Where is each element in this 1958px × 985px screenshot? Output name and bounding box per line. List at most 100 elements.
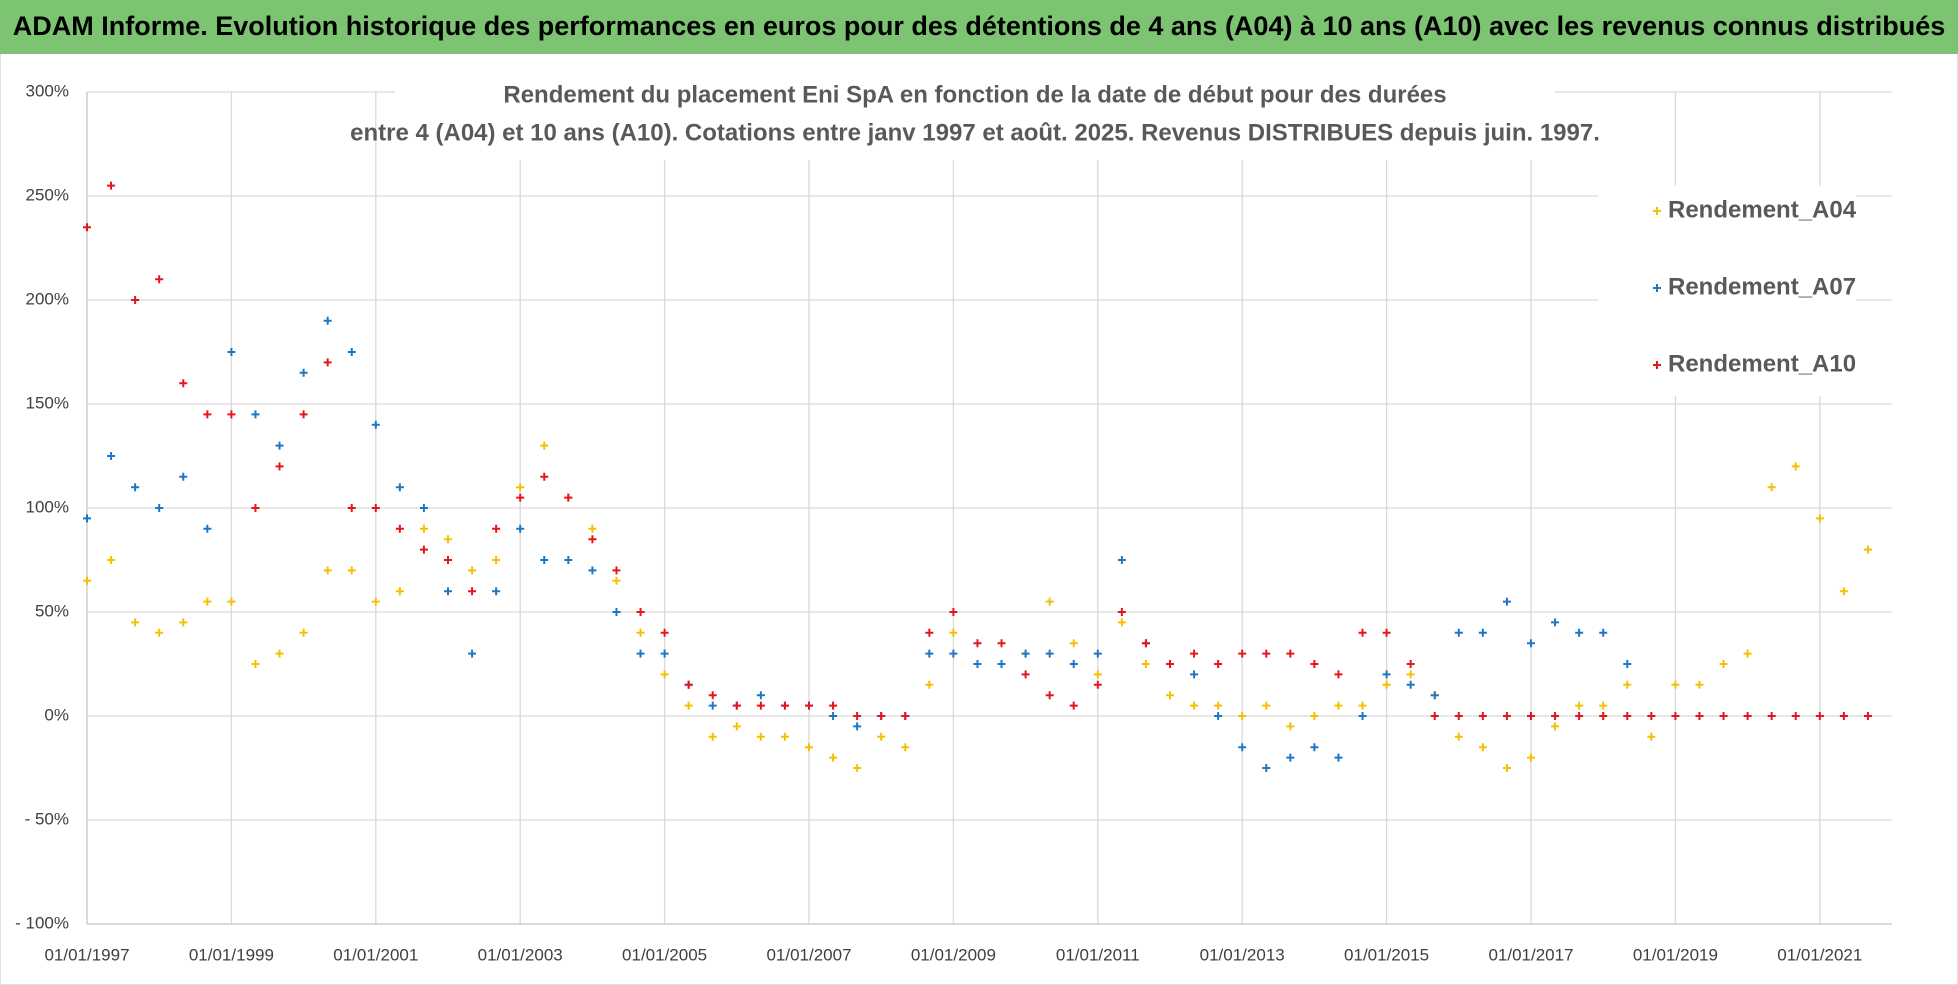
data-point [1454, 628, 1463, 637]
data-point [756, 732, 765, 741]
data-point [492, 587, 501, 596]
data-point [588, 566, 597, 575]
x-tick-label: 01/01/1997 [44, 945, 129, 964]
data-point [925, 680, 934, 689]
data-point [227, 597, 236, 606]
data-point [1527, 639, 1535, 648]
data-point [155, 504, 164, 512]
data-point [1695, 680, 1704, 689]
data-point [83, 576, 91, 585]
data-point [540, 472, 549, 481]
data-point [612, 608, 621, 616]
data-point [1262, 701, 1271, 710]
data-point [612, 566, 621, 575]
data-point [1815, 712, 1824, 720]
data-point [708, 691, 717, 700]
data-point [805, 701, 813, 710]
x-tick-label: 01/01/2019 [1633, 945, 1718, 964]
data-point [1382, 680, 1391, 689]
data-point [660, 670, 669, 679]
y-tick-label: 250% [26, 185, 69, 204]
data-point [227, 348, 236, 356]
data-point [1623, 712, 1632, 720]
data-point [1863, 712, 1872, 720]
data-point [179, 379, 188, 388]
data-point [829, 712, 838, 720]
data-point [1045, 597, 1054, 606]
data-point [203, 597, 212, 606]
data-point [1454, 732, 1463, 741]
data-point [660, 649, 669, 658]
y-tick-label: 100% [26, 497, 69, 516]
x-tick-label: 01/01/2017 [1488, 945, 1573, 964]
data-point [1551, 722, 1560, 731]
data-point [1478, 712, 1487, 720]
data-point [1238, 712, 1247, 720]
data-point [1334, 701, 1343, 710]
data-point [1262, 764, 1271, 772]
subtitle: entre 4 (A04) et 10 ans (A10). Cotations… [350, 119, 1600, 146]
data-point [299, 410, 308, 419]
data-point [299, 368, 308, 377]
x-tick-label: 01/01/1999 [189, 945, 274, 964]
data-point [1190, 670, 1199, 679]
data-point [901, 712, 910, 720]
x-tick-label: 01/01/2005 [622, 945, 707, 964]
data-point [1382, 670, 1391, 679]
data-point [155, 628, 164, 637]
data-point [1575, 701, 1584, 710]
data-point [564, 493, 573, 502]
data-point [684, 701, 693, 710]
data-point [1502, 712, 1511, 720]
data-point [1551, 712, 1560, 720]
data-point [1863, 545, 1872, 554]
data-point [1214, 660, 1223, 668]
data-point [949, 628, 958, 637]
data-point [1093, 670, 1102, 679]
x-tick-label: 01/01/2011 [1056, 945, 1140, 964]
y-tick-label: - 50% [25, 809, 69, 828]
data-point [925, 649, 934, 658]
data-point [323, 358, 332, 367]
x-tick-label: 01/01/2015 [1344, 945, 1429, 964]
data-point [444, 535, 452, 544]
data-point [1599, 628, 1608, 637]
data-point [1430, 712, 1439, 720]
data-point [901, 743, 910, 752]
data-point [1527, 712, 1535, 720]
data-point [1839, 712, 1848, 720]
data-point [347, 504, 356, 512]
data-point [395, 483, 404, 492]
data-point [131, 483, 140, 492]
data-point [1623, 680, 1632, 689]
data-point [395, 524, 404, 533]
legend-marker [1653, 361, 1661, 369]
data-point [492, 524, 501, 533]
data-point [1214, 701, 1223, 710]
data-point [1166, 691, 1174, 700]
data-point [853, 764, 862, 772]
data-point [684, 680, 693, 689]
data-point [732, 701, 741, 710]
data-point [1791, 462, 1800, 471]
data-point [251, 410, 260, 419]
data-point [83, 514, 91, 523]
data-point [1551, 618, 1560, 627]
data-point [1069, 639, 1078, 648]
data-point [83, 223, 91, 232]
title-banner [0, 0, 1958, 54]
data-point [492, 556, 501, 564]
data-point [853, 712, 862, 720]
data-point [1767, 483, 1776, 492]
data-point [516, 493, 525, 502]
data-point [1069, 701, 1078, 710]
data-point [1045, 649, 1054, 658]
data-point [1190, 649, 1199, 658]
data-point [1743, 712, 1752, 720]
data-point [1214, 712, 1223, 720]
data-point [1358, 701, 1367, 710]
data-point [131, 618, 140, 627]
data-point [1141, 639, 1150, 648]
data-point [1695, 712, 1704, 720]
